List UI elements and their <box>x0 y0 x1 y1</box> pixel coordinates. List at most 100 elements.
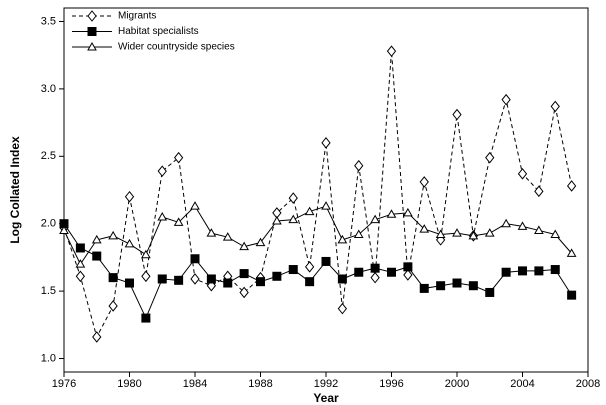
point-marker <box>419 176 429 188</box>
point-marker <box>124 190 135 203</box>
point-marker <box>501 218 511 228</box>
legend-marker <box>87 27 97 36</box>
point-marker <box>485 151 495 164</box>
point-marker <box>419 224 430 233</box>
point-marker <box>386 45 397 57</box>
point-marker <box>255 237 266 247</box>
point-marker <box>517 221 528 230</box>
y-axis-label: Log Collated Index <box>8 136 22 244</box>
point-marker <box>321 256 331 266</box>
point-marker <box>370 271 380 284</box>
point-marker <box>75 243 85 253</box>
point-marker <box>108 273 118 283</box>
point-marker <box>223 278 233 288</box>
point-marker <box>288 265 298 275</box>
point-marker <box>239 241 249 251</box>
point-marker <box>206 228 217 237</box>
point-marker <box>419 283 429 293</box>
point-marker <box>222 232 233 241</box>
point-marker <box>157 211 168 221</box>
point-marker <box>141 249 151 259</box>
point-marker <box>403 262 413 272</box>
point-marker <box>141 270 151 283</box>
legend-label: Migrants <box>118 11 156 22</box>
point-marker <box>485 287 495 297</box>
point-marker <box>567 290 577 300</box>
point-marker <box>190 201 200 210</box>
x-tick-label: 1988 <box>248 378 272 390</box>
legend-label: Wider countryside species <box>118 42 235 53</box>
point-marker <box>387 267 396 277</box>
point-marker <box>75 259 86 268</box>
series-line <box>63 51 573 339</box>
point-marker <box>354 159 364 172</box>
point-marker <box>190 273 200 285</box>
point-marker <box>353 229 364 238</box>
point-marker <box>370 214 380 224</box>
point-marker <box>370 263 380 273</box>
point-marker <box>321 201 331 210</box>
point-marker <box>141 313 151 323</box>
legend-marker <box>87 41 97 51</box>
y-tick-label: 2.0 <box>41 218 56 230</box>
point-marker <box>239 269 249 279</box>
point-marker <box>173 217 184 226</box>
point-marker <box>108 230 118 240</box>
point-marker <box>157 274 167 284</box>
point-marker <box>518 266 527 276</box>
point-marker <box>550 100 560 113</box>
point-marker <box>59 225 69 234</box>
point-marker <box>354 267 364 277</box>
point-marker <box>566 248 577 257</box>
point-marker <box>534 225 544 234</box>
point-marker <box>468 281 478 291</box>
point-marker <box>403 269 413 281</box>
point-marker <box>288 214 299 224</box>
y-tick-label: 1.0 <box>41 352 56 364</box>
point-marker <box>125 278 134 288</box>
x-tick-label: 1980 <box>117 378 141 390</box>
y-tick-label: 3.5 <box>41 15 56 27</box>
point-marker <box>337 302 348 315</box>
point-marker <box>206 274 216 284</box>
point-marker <box>501 267 511 277</box>
legend-label: Habitat specialists <box>118 26 199 37</box>
point-marker <box>173 151 184 164</box>
series-line <box>63 223 573 320</box>
point-marker <box>174 275 184 285</box>
point-marker <box>337 234 348 244</box>
point-marker <box>288 192 298 204</box>
point-marker <box>75 270 86 283</box>
point-marker <box>566 180 577 192</box>
point-marker <box>501 93 511 106</box>
point-marker <box>550 265 560 275</box>
point-marker <box>108 300 118 312</box>
y-tick-label: 3.0 <box>41 83 56 95</box>
x-tick-label: 1984 <box>183 378 207 390</box>
legend-marker <box>87 10 97 22</box>
point-marker <box>157 165 167 177</box>
point-marker <box>124 238 135 248</box>
point-marker <box>272 271 282 281</box>
point-marker <box>435 229 446 238</box>
point-marker <box>386 209 397 218</box>
point-marker <box>272 215 282 225</box>
y-tick-label: 2.5 <box>41 150 56 162</box>
point-marker <box>92 251 102 261</box>
point-marker <box>517 168 528 180</box>
point-marker <box>304 261 315 273</box>
point-marker <box>403 207 413 217</box>
point-marker <box>91 234 102 244</box>
point-marker <box>92 331 102 343</box>
point-marker <box>452 228 462 237</box>
x-tick-label: 2004 <box>510 378 534 390</box>
x-tick-label: 2008 <box>576 378 600 390</box>
point-marker <box>304 206 315 216</box>
x-tick-label: 2000 <box>445 378 469 390</box>
point-marker <box>256 277 265 287</box>
y-tick-label: 1.5 <box>41 285 56 297</box>
point-marker <box>436 281 446 291</box>
point-marker <box>534 185 544 198</box>
point-marker <box>239 286 249 299</box>
